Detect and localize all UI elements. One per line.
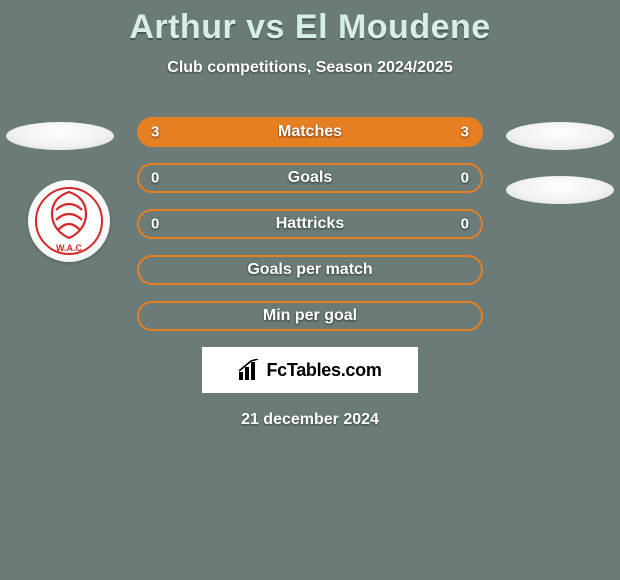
stat-row-hattricks: 0 Hattricks 0 — [137, 209, 483, 239]
stat-label: Hattricks — [276, 215, 344, 233]
stat-label: Goals per match — [247, 261, 372, 279]
bar-chart-icon — [238, 359, 260, 381]
wac-badge-icon: W.A.C — [34, 186, 104, 256]
stat-right-value: 0 — [461, 170, 469, 187]
player-right-placeholder-2 — [506, 176, 614, 204]
stat-label: Goals — [288, 169, 332, 187]
club-badge-left: W.A.C — [28, 180, 110, 262]
stat-label: Matches — [278, 123, 342, 141]
logo-text: FcTables.com — [266, 360, 381, 381]
stat-left-value: 3 — [151, 124, 159, 141]
svg-text:W.A.C: W.A.C — [56, 243, 82, 253]
stat-left-value: 0 — [151, 216, 159, 233]
player-left-placeholder-1 — [6, 122, 114, 150]
stat-row-gpm: Goals per match — [137, 255, 483, 285]
stat-right-value: 3 — [461, 124, 469, 141]
stat-label: Min per goal — [263, 307, 357, 325]
date-text: 21 december 2024 — [0, 411, 620, 429]
player-right-placeholder-1 — [506, 122, 614, 150]
stat-row-goals: 0 Goals 0 — [137, 163, 483, 193]
stat-right-value: 0 — [461, 216, 469, 233]
stat-row-matches: 3 Matches 3 — [137, 117, 483, 147]
page-title: Arthur vs El Moudene — [0, 0, 620, 47]
subtitle: Club competitions, Season 2024/2025 — [0, 59, 620, 77]
fctables-logo[interactable]: FcTables.com — [202, 347, 418, 393]
stat-row-mpg: Min per goal — [137, 301, 483, 331]
stat-left-value: 0 — [151, 170, 159, 187]
stats-table: 3 Matches 3 0 Goals 0 0 Hattricks 0 Goal… — [137, 117, 483, 331]
